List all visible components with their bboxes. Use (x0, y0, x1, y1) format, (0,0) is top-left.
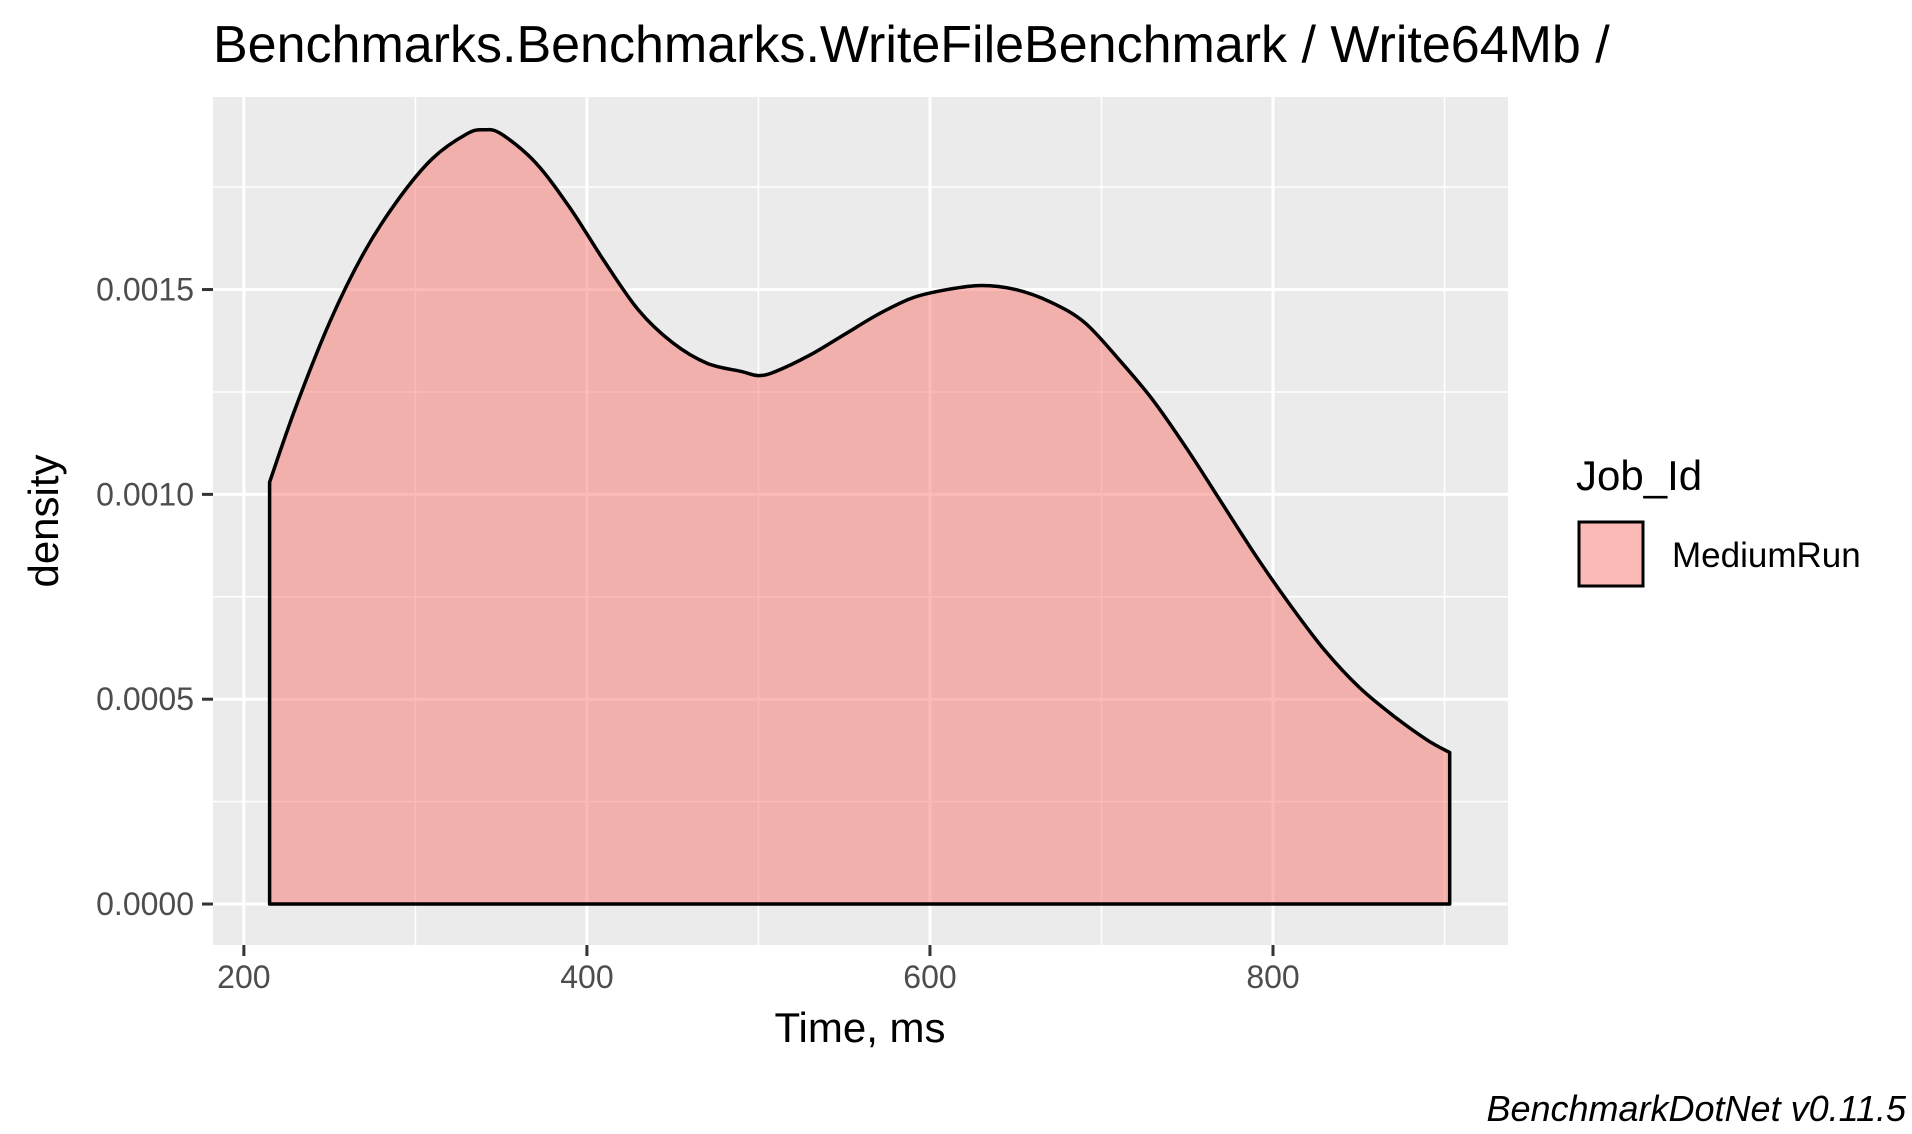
x-axis: 200 400 600 800 (217, 945, 1300, 995)
density-layer (267, 127, 1452, 906)
x-tick-label: 400 (560, 959, 613, 995)
chart-caption: BenchmarkDotNet v0.11.5 (1486, 1088, 1907, 1129)
x-tick-label: 800 (1246, 959, 1299, 995)
legend: Job_Id MediumRun (1576, 452, 1861, 588)
legend-label-mediumrun: MediumRun (1672, 536, 1861, 575)
density-area-mediumrun (267, 127, 1452, 906)
y-tick-label: 0.0000 (96, 886, 194, 922)
y-tick-label: 0.0005 (96, 681, 194, 717)
legend-title: Job_Id (1576, 452, 1702, 499)
x-tick-label: 200 (217, 959, 270, 995)
y-tick-label: 0.0015 (96, 272, 194, 308)
y-axis-title: density (20, 454, 67, 587)
y-tick-label: 0.0010 (96, 476, 194, 512)
y-axis: 0.0000 0.0005 0.0010 0.0015 (96, 272, 213, 922)
chart-title: Benchmarks.Benchmarks.WriteFileBenchmark… (213, 16, 1610, 74)
x-axis-title: Time, ms (774, 1004, 945, 1051)
x-tick-label: 600 (903, 959, 956, 995)
legend-key-mediumrun (1577, 520, 1645, 588)
